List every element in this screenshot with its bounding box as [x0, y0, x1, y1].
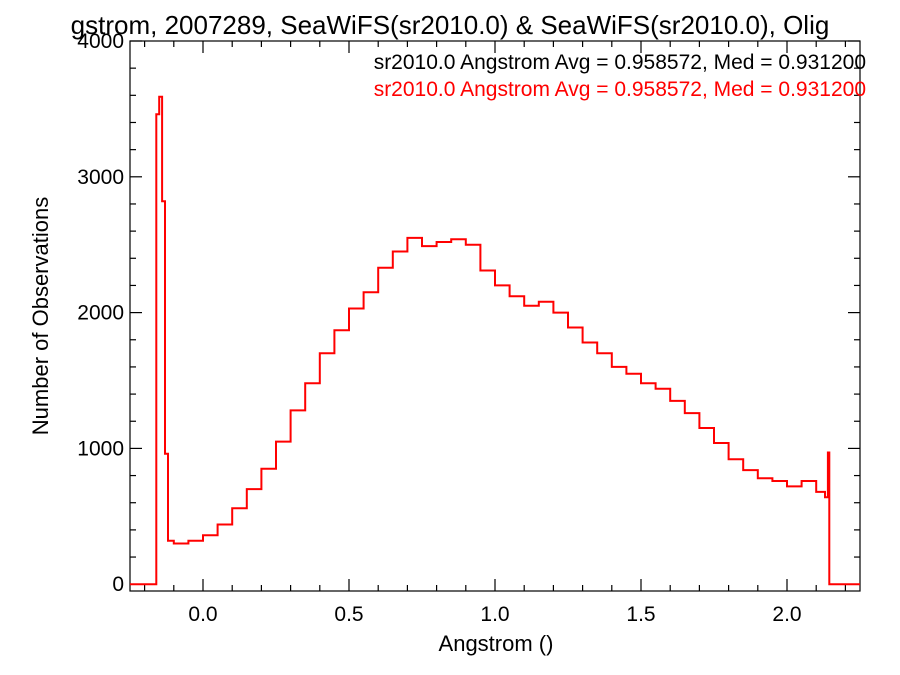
- x-tick-label: 0.5: [334, 603, 363, 626]
- x-axis-label: Angstrom (): [439, 631, 554, 656]
- chart-title: gstrom, 2007289, SeaWiFS(sr2010.0) & Sea…: [71, 10, 830, 40]
- x-tick-label: 2.0: [772, 603, 801, 626]
- series-line: [130, 95, 860, 586]
- x-axis-ticks: [144, 41, 847, 591]
- y-tick-label: 1000: [77, 437, 124, 460]
- y-tick-label: 3000: [77, 166, 124, 189]
- y-axis-ticks: [130, 40, 860, 585]
- x-tick-label: 0.0: [188, 603, 217, 626]
- x-tick-label: 1.5: [626, 603, 655, 626]
- y-tick-label: 2000: [77, 302, 124, 325]
- annotation-red: sr2010.0 Angstrom Avg = 0.958572, Med = …: [374, 78, 866, 101]
- x-tick-label: 1.0: [480, 603, 509, 626]
- y-tick-label: 0: [112, 573, 124, 596]
- x-axis-tick-labels: 0.0 0.5 1.0 1.5 2.0: [188, 603, 801, 626]
- annotation-black: sr2010.0 Angstrom Avg = 0.958572, Med = …: [374, 51, 866, 74]
- y-axis-tick-labels: 0 1000 2000 3000 4000: [77, 30, 124, 596]
- y-axis-label: Number of Observations: [28, 197, 53, 435]
- y-tick-label: 4000: [77, 30, 124, 53]
